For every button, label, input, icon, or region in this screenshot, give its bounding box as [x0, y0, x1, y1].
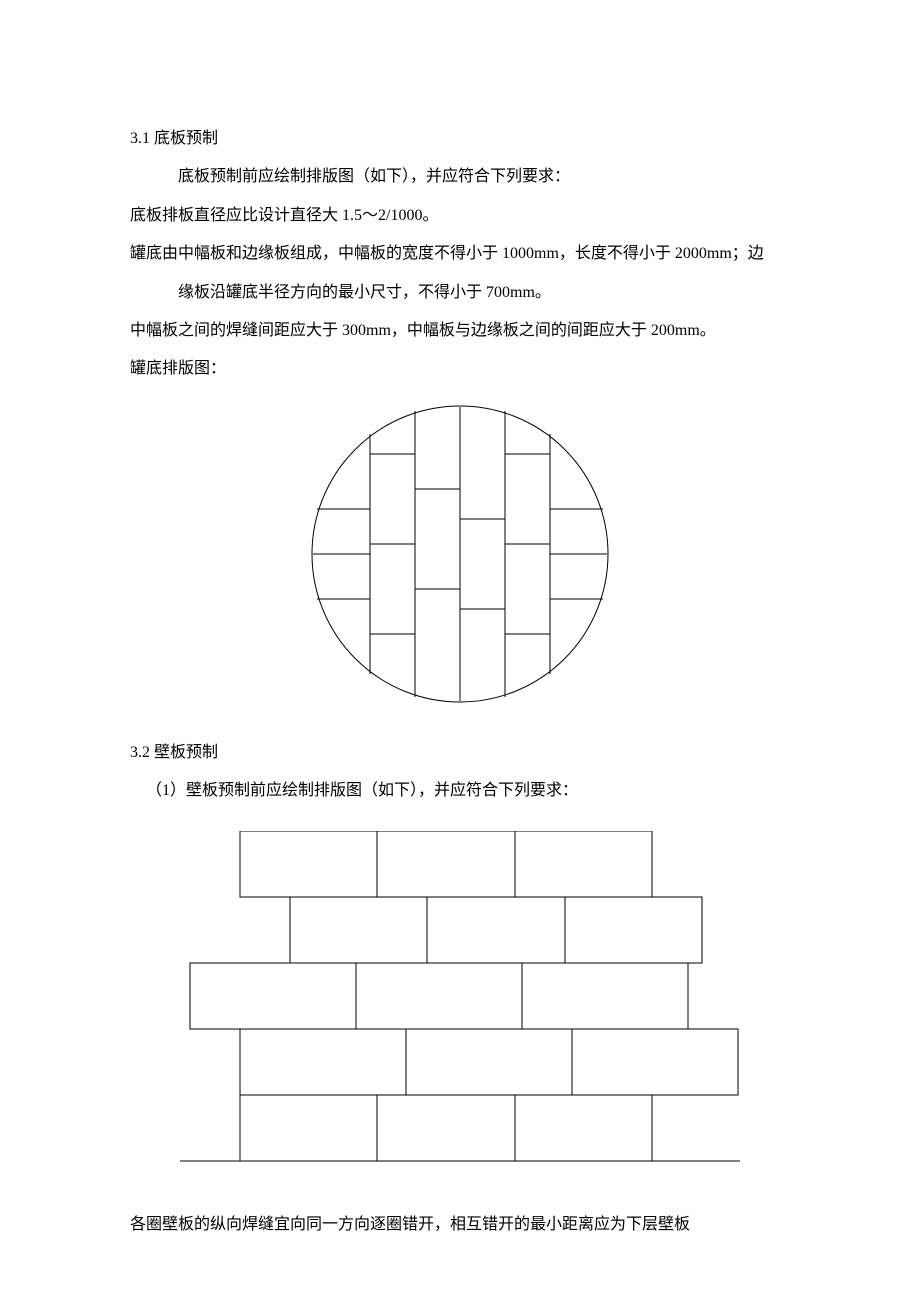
tank-bottom-diagram: [310, 404, 610, 704]
section-3-1-line2: 底板排板直径应比设计直径大 1.5～2/1000。: [130, 197, 790, 235]
wall-plate-diagram-container: [130, 831, 790, 1166]
section-3-2-line1: （1）壁板预制前应绘制排版图（如下），并应符合下列要求：: [130, 772, 790, 810]
section-3-1-line1: 底板预制前应绘制排版图（如下），并应符合下列要求：: [130, 158, 790, 196]
section-3-1-line3b: 缘板沿罐底半径方向的最小尺寸，不得小于 700mm。: [130, 274, 790, 312]
section-3-1-line5: 罐底排版图：: [130, 350, 790, 388]
document-page: 3.1 底板预制 底板预制前应绘制排版图（如下），并应符合下列要求： 底板排板直…: [0, 0, 920, 1304]
section-3-1-line4: 中幅板之间的焊缝间距应大于 300mm，中幅板与边缘板之间的间距应大于 200m…: [130, 312, 790, 350]
wall-plate-diagram: [180, 831, 740, 1166]
section-3-2-line2: 各圈壁板的纵向焊缝宜向同一方向逐圈错开，相互错开的最小距离应为下层壁板: [130, 1206, 790, 1244]
section-3-2-title: 3.2 壁板预制: [130, 734, 790, 772]
section-3-1-title: 3.1 底板预制: [130, 120, 790, 158]
section-3-1-line3: 罐底由中幅板和边缘板组成，中幅板的宽度不得小于 1000mm，长度不得小于 20…: [130, 235, 790, 273]
tank-bottom-diagram-container: [130, 404, 790, 704]
